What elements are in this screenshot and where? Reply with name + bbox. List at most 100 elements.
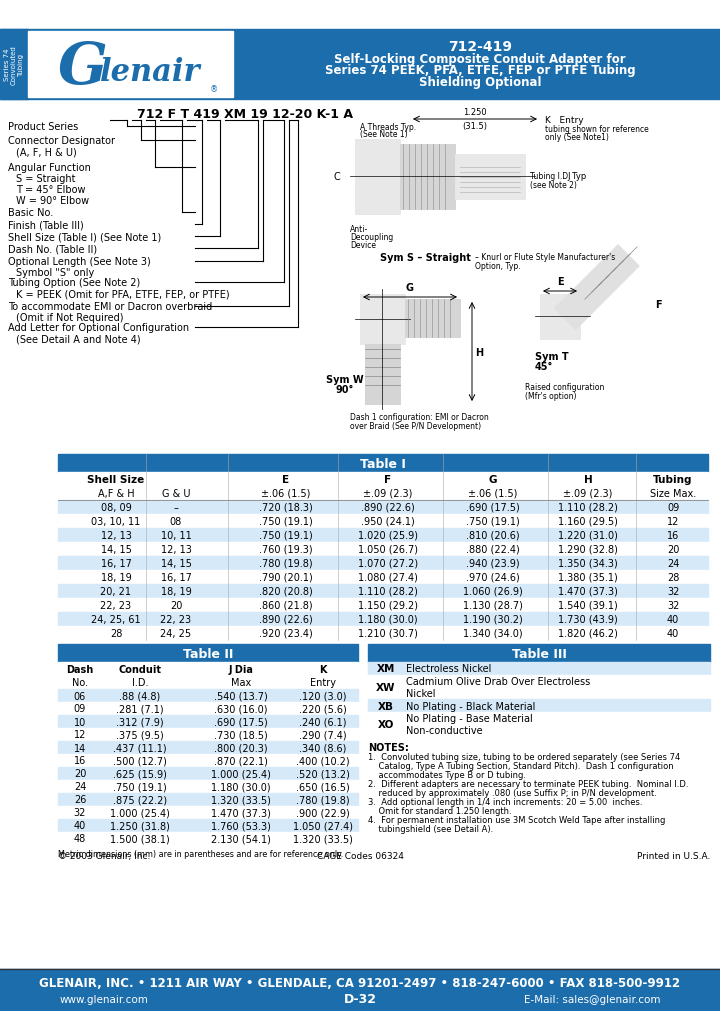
Text: 1.190 (30.2): 1.190 (30.2) [463,615,523,625]
Text: Raised configuration: Raised configuration [525,382,604,391]
Text: Entry: Entry [310,677,336,687]
Text: 1.820 (46.2): 1.820 (46.2) [558,629,618,638]
Text: K = PEEK (Omit for PFA, ETFE, FEP, or PTFE): K = PEEK (Omit for PFA, ETFE, FEP, or PT… [16,289,230,298]
Bar [58,644,358,662]
Text: www.glenair.com: www.glenair.com [60,994,149,1004]
Text: 1.050 (26.7): 1.050 (26.7) [358,545,418,554]
Text: 22, 23: 22, 23 [161,615,192,625]
Text: Series 74
Convoluted
Tubing: Series 74 Convoluted Tubing [4,45,24,85]
Bar [405,299,460,338]
Text: 1.180 (30.0): 1.180 (30.0) [358,615,418,625]
Text: 24: 24 [667,558,679,568]
Text: Table II: Table II [183,647,233,660]
Text: .690 (17.5): .690 (17.5) [214,717,268,727]
Text: .880 (22.4): .880 (22.4) [466,545,520,554]
Text: To accommodate EMI or Dacron overbraid: To accommodate EMI or Dacron overbraid [8,301,212,311]
Text: 18, 19: 18, 19 [101,572,131,582]
Bar [355,140,400,214]
Bar [58,741,358,754]
Text: ±.09 (2.3): ±.09 (2.3) [563,488,613,498]
Text: E: E [282,474,289,484]
Text: 2.  Different adapters are necessary to terminate PEEK tubing.  Nominal I.D.: 2. Different adapters are necessary to t… [368,779,688,789]
Text: 32: 32 [667,586,679,596]
Text: J Typ: J Typ [567,172,586,181]
Text: 1.000 (25.4): 1.000 (25.4) [110,808,170,818]
Text: Basic No.: Basic No. [8,208,53,217]
Text: W = 90° Elbow: W = 90° Elbow [16,196,89,206]
Text: (31.5): (31.5) [462,122,487,130]
Text: T = 45° Elbow: T = 45° Elbow [16,185,86,195]
Bar [58,806,358,819]
Text: .780 (19.8): .780 (19.8) [296,795,350,805]
Text: 32: 32 [667,601,679,611]
Bar [58,767,358,780]
Text: .650 (16.5): .650 (16.5) [296,782,350,792]
Bar [455,155,525,200]
Text: 2.130 (54.1): 2.130 (54.1) [211,834,271,843]
Text: 08, 09: 08, 09 [101,502,131,513]
Text: 1.110 (28.2): 1.110 (28.2) [558,502,618,513]
Text: 1.350 (34.3): 1.350 (34.3) [558,558,618,568]
Text: E-Mail: sales@glenair.com: E-Mail: sales@glenair.com [523,994,660,1004]
Text: tubing shown for reference: tubing shown for reference [545,125,649,133]
Text: Device: Device [350,241,376,250]
Text: H: H [475,348,483,358]
Text: .520 (13.2): .520 (13.2) [296,768,350,778]
Text: I.D.: I.D. [132,677,148,687]
Text: Electroless Nickel: Electroless Nickel [406,664,491,674]
Text: over Braid (See P/N Development): over Braid (See P/N Development) [350,422,481,431]
Text: 20: 20 [667,545,679,554]
Text: No Plating - Base Material
Non-conductive: No Plating - Base Material Non-conductiv… [406,714,533,735]
Text: .950 (24.1): .950 (24.1) [361,517,415,527]
Text: only (See Note1): only (See Note1) [545,132,609,142]
Text: Cadmium Olive Drab Over Electroless
Nickel: Cadmium Olive Drab Over Electroless Nick… [406,676,590,699]
Text: K   Entry: K Entry [545,116,584,125]
Text: Metric dimensions (mm) are in parentheses and are for reference only.: Metric dimensions (mm) are in parenthese… [58,849,343,858]
Text: .890 (22.6): .890 (22.6) [361,502,415,513]
Bar [365,345,400,404]
Text: Series 74 PEEK, PFA, ETFE, FEP or PTFE Tubing: Series 74 PEEK, PFA, ETFE, FEP or PTFE T… [325,64,635,77]
Text: 14, 15: 14, 15 [101,545,132,554]
Text: ±.06 (1.5): ±.06 (1.5) [261,488,311,498]
Text: 12: 12 [667,517,679,527]
Text: Max: Max [231,677,251,687]
Text: .540 (13.7): .540 (13.7) [214,691,268,701]
Text: .312 (7.9): .312 (7.9) [116,717,164,727]
Bar [368,713,710,736]
Text: .790 (20.1): .790 (20.1) [259,572,313,582]
Bar [58,819,358,832]
Text: 40: 40 [667,629,679,638]
Text: 1.470 (37.3): 1.470 (37.3) [211,808,271,818]
Bar [58,486,708,500]
Text: Angular Function: Angular Function [8,163,91,173]
Text: 18, 19: 18, 19 [161,586,192,596]
Text: 1.150 (29.2): 1.150 (29.2) [358,601,418,611]
Bar [58,455,708,640]
Text: 1.050 (27.4): 1.050 (27.4) [293,821,353,831]
Text: .750 (19.1): .750 (19.1) [113,782,167,792]
Text: ±.06 (1.5): ±.06 (1.5) [468,488,518,498]
Text: .750 (19.1): .750 (19.1) [466,517,520,527]
Text: .88 (4.8): .88 (4.8) [120,691,161,701]
Text: S = Straight: S = Straight [16,174,76,184]
Text: Self-Locking Composite Conduit Adapter for: Self-Locking Composite Conduit Adapter f… [334,53,626,66]
Text: 48: 48 [74,834,86,843]
Text: .437 (11.1): .437 (11.1) [113,743,167,753]
Text: NOTES:: NOTES: [368,742,409,752]
Bar [368,662,710,675]
Text: reduced by approximately .080 (use Suffix P; in P/N development.: reduced by approximately .080 (use Suffi… [368,789,657,798]
Bar [368,644,710,736]
Text: Dash No. (Table II): Dash No. (Table II) [8,244,97,254]
Text: tubingshield (see Detail A).: tubingshield (see Detail A). [368,824,493,833]
Text: 32: 32 [74,808,86,818]
Text: 90°: 90° [336,384,354,394]
Text: .970 (24.6): .970 (24.6) [466,572,520,582]
Text: .220 (5.6): .220 (5.6) [299,704,347,714]
Text: Size Max.: Size Max. [650,488,696,498]
Text: 40: 40 [74,821,86,831]
Bar [400,145,455,210]
Text: 22, 23: 22, 23 [100,601,132,611]
Text: XB: XB [378,701,394,711]
Text: G: G [489,474,498,484]
Text: 16, 17: 16, 17 [161,572,192,582]
